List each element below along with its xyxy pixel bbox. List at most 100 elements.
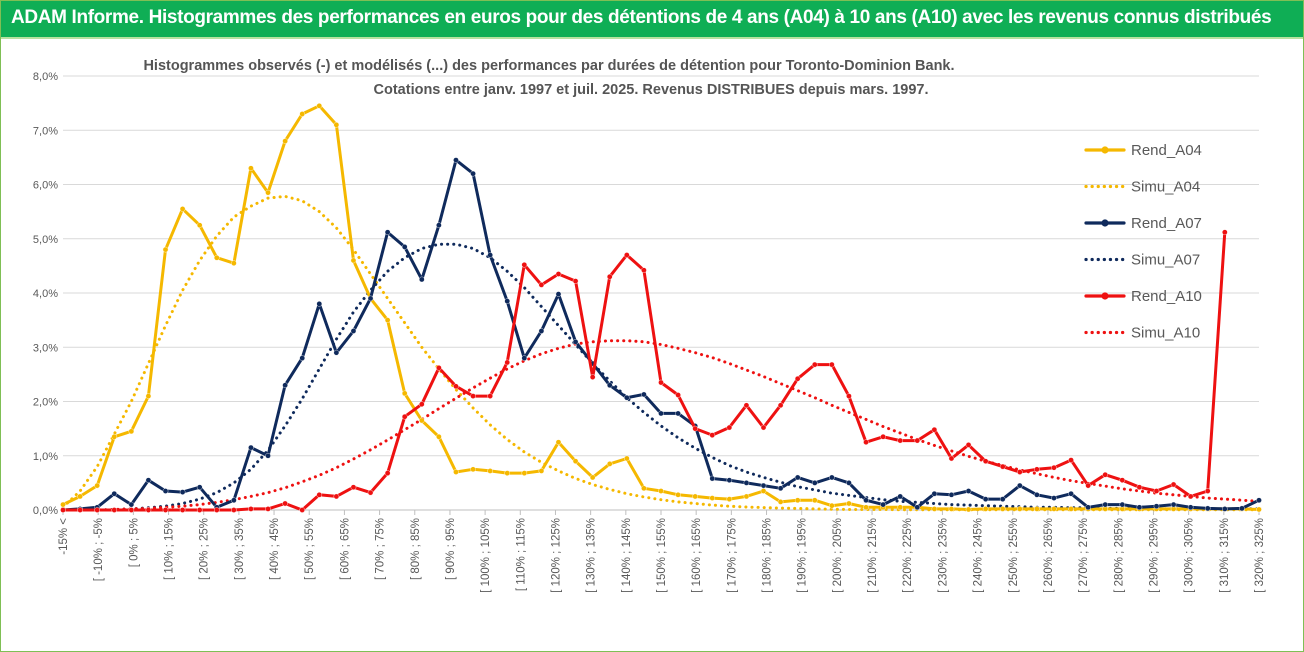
data-point-rend-a07 — [829, 474, 835, 481]
data-point-rend-a04 — [931, 506, 938, 512]
x-tick-label: [ 260% ; 265% — [1043, 518, 1055, 593]
data-point-rend-a07 — [333, 349, 340, 356]
data-point-rend-a07 — [367, 295, 374, 302]
x-tick-label: [ 290% ; 295% — [1148, 518, 1160, 593]
data-point-rend-a10 — [624, 252, 630, 258]
data-point-rend-a10 — [829, 361, 835, 368]
data-point-rend-a07 — [794, 474, 801, 481]
data-point-rend-a04 — [658, 488, 664, 494]
data-point-rend-a10 — [384, 470, 391, 476]
data-point-rend-a07 — [1051, 495, 1057, 501]
data-point-rend-a10 — [145, 507, 152, 513]
data-point-rend-a04 — [162, 246, 169, 253]
data-point-rend-a04 — [726, 496, 733, 502]
x-tick-label: [ 30% ; 35% — [234, 518, 246, 580]
data-point-rend-a04 — [675, 492, 681, 498]
data-point-rend-a04 — [897, 504, 904, 511]
data-point-rend-a10 — [658, 379, 664, 386]
data-point-rend-a07 — [470, 170, 476, 177]
data-point-rend-a07 — [1136, 504, 1143, 511]
data-point-rend-a04 — [77, 493, 83, 500]
data-point-rend-a04 — [811, 497, 818, 504]
data-point-rend-a10 — [350, 484, 357, 491]
legend-label-rend-a10: Rend_A10 — [1131, 288, 1202, 305]
data-point-rend-a07 — [196, 484, 203, 491]
data-point-rend-a10 — [196, 507, 203, 513]
data-point-rend-a07 — [162, 488, 169, 494]
data-point-rend-a07 — [897, 493, 904, 500]
data-point-rend-a07 — [1017, 482, 1023, 489]
data-point-rend-a10 — [1119, 477, 1126, 483]
data-point-rend-a07 — [880, 501, 886, 508]
x-tick-label: [ 270% ; 275% — [1078, 518, 1090, 593]
legend-label-simu-a10: Simu_A10 — [1131, 325, 1200, 342]
data-point-rend-a10 — [675, 392, 681, 398]
x-tick-label: [ 100% ; 105% — [480, 518, 492, 593]
data-point-rend-a10 — [401, 413, 408, 420]
data-point-rend-a04 — [265, 189, 271, 196]
data-point-rend-a04 — [196, 222, 203, 228]
data-point-rend-a10 — [1051, 464, 1057, 471]
data-point-rend-a04 — [982, 506, 989, 512]
data-point-rend-a07 — [1153, 503, 1160, 510]
series-line-rend-a10 — [61, 230, 1227, 512]
legend-marker-rend-a07 — [1101, 219, 1109, 227]
data-point-rend-a04 — [1034, 506, 1040, 512]
data-point-rend-a10 — [897, 437, 904, 444]
data-point-rend-a04 — [453, 469, 459, 475]
data-point-rend-a10 — [1034, 466, 1040, 473]
x-tick-label: [ 250% ; 255% — [1008, 518, 1020, 593]
data-point-rend-a10 — [1204, 488, 1211, 494]
x-tick-label: [ 60% ; 65% — [339, 518, 351, 580]
data-point-rend-a10 — [128, 507, 135, 513]
data-point-rend-a07 — [1256, 497, 1262, 504]
data-point-rend-a10 — [504, 359, 511, 366]
data-point-rend-a07 — [521, 355, 528, 361]
data-point-rend-a04 — [350, 257, 357, 264]
data-point-rend-a07 — [1068, 490, 1074, 497]
data-point-rend-a10 — [1102, 471, 1109, 478]
chart-title: Histogrammes observés (-) et modélisés (… — [143, 58, 954, 74]
data-point-rend-a10 — [880, 433, 886, 440]
data-point-rend-a07 — [743, 480, 750, 486]
data-point-rend-a10 — [1017, 469, 1023, 475]
data-point-rend-a10 — [811, 361, 818, 368]
x-tick-label: [ 170% ; 175% — [726, 518, 738, 593]
data-point-rend-a04 — [624, 455, 630, 462]
x-tick-label: [ 310% ; 315% — [1219, 518, 1231, 593]
data-point-rend-a10 — [641, 267, 647, 274]
data-point-rend-a07 — [863, 497, 869, 504]
y-tick-label: 6,0% — [33, 180, 58, 192]
y-tick-label: 5,0% — [33, 234, 58, 246]
x-tick-label: [ 80% ; 85% — [410, 518, 422, 580]
data-point-rend-a04 — [555, 439, 562, 445]
data-point-rend-a10 — [487, 393, 493, 399]
data-point-rend-a07 — [760, 482, 767, 489]
data-point-rend-a10 — [367, 489, 374, 496]
data-point-rend-a10 — [726, 424, 733, 431]
x-tick-label: [ 190% ; 195% — [797, 518, 809, 593]
x-tick-label: [ 0% ; 5% — [128, 518, 140, 567]
data-point-rend-a07 — [1222, 506, 1228, 512]
data-point-rend-a07 — [265, 452, 271, 459]
data-point-rend-a04 — [111, 433, 118, 440]
data-point-rend-a04 — [504, 470, 511, 476]
data-point-rend-a07 — [231, 497, 237, 504]
data-point-rend-a07 — [1170, 501, 1177, 508]
data-point-rend-a04 — [538, 468, 545, 474]
x-tick-label: [ 200% ; 205% — [832, 518, 844, 593]
data-point-rend-a04 — [299, 111, 306, 117]
data-point-rend-a04 — [965, 506, 972, 513]
data-point-rend-a10 — [316, 492, 323, 498]
data-point-rend-a10 — [692, 425, 698, 432]
data-point-rend-a07 — [1239, 505, 1245, 512]
data-point-rend-a04 — [641, 485, 647, 492]
data-point-rend-a07 — [606, 382, 613, 389]
data-point-rend-a10 — [794, 375, 801, 382]
x-tick-label: [ -10% ; -5% — [93, 518, 105, 581]
data-point-rend-a07 — [948, 492, 955, 498]
x-tick-label: [ 10% ; 15% — [164, 518, 176, 580]
legend-label-rend-a07: Rend_A07 — [1131, 215, 1202, 232]
data-point-rend-a07 — [709, 475, 716, 482]
